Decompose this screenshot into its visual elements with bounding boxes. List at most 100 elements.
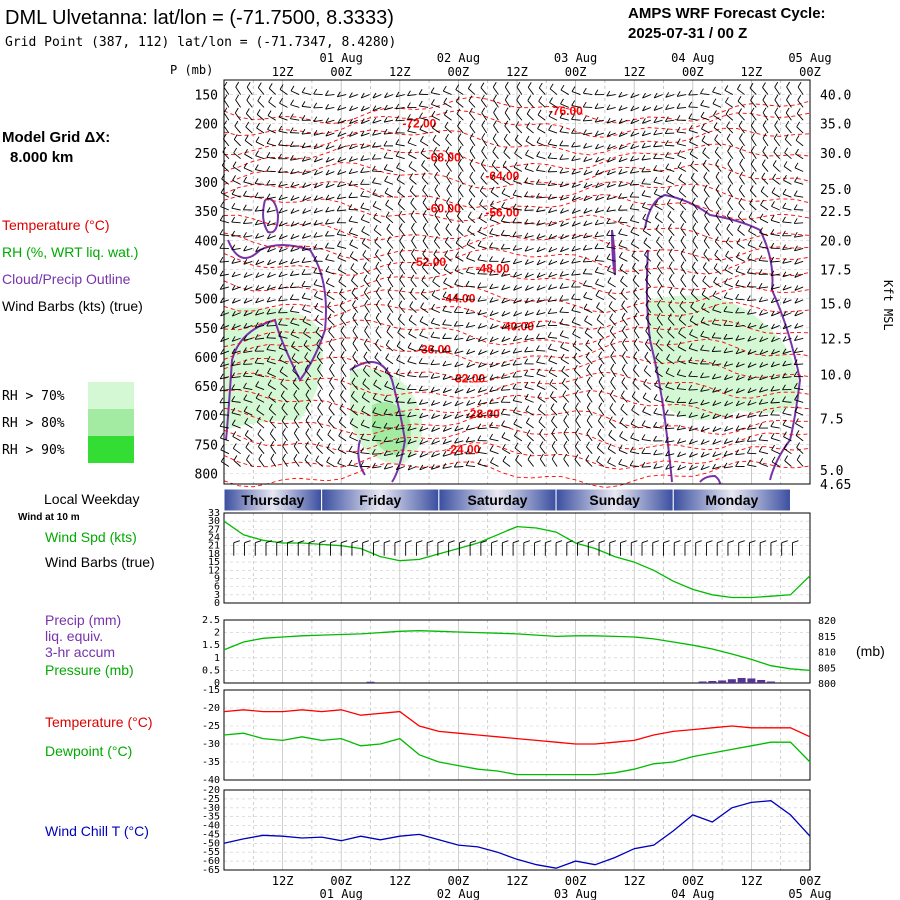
wind-barb-feather — [582, 115, 587, 122]
wind-barb — [726, 126, 734, 134]
wind-barb-feather — [375, 261, 380, 268]
wind-barb-feather — [490, 186, 495, 193]
wind-barb — [348, 208, 358, 211]
wind-barb — [536, 373, 546, 378]
wind-barb — [691, 266, 699, 275]
wind-barb — [750, 112, 757, 121]
wind-barb — [747, 350, 757, 355]
wind-barb-feather — [606, 169, 611, 176]
wind-barb-feather — [620, 288, 625, 294]
wind-barb — [360, 424, 370, 429]
wind-barb — [633, 330, 640, 339]
wind-barb-feather — [257, 82, 262, 88]
wind-barb-feather — [278, 139, 282, 146]
wind-barb — [290, 260, 300, 265]
wind-barb — [329, 381, 335, 390]
wind-barb-feather — [679, 210, 684, 217]
wind-barb — [325, 196, 335, 201]
wind-barb-feather — [220, 297, 224, 304]
wind-barb-feather — [574, 389, 579, 396]
temperature-contour — [223, 248, 811, 276]
wind-barb — [666, 358, 675, 365]
wind-barb — [632, 267, 640, 275]
wind-barb-feather — [446, 171, 451, 178]
wind-barb-feather — [736, 238, 741, 244]
wind-barb — [688, 347, 698, 352]
wind-barb — [751, 138, 757, 147]
wind-barb-feather — [758, 411, 763, 417]
wind-barb — [256, 409, 265, 416]
wind-barb-feather — [395, 150, 400, 157]
wind-barb-feather — [371, 154, 376, 160]
wind-barb-feather — [432, 134, 437, 141]
wind-barb-feather — [385, 199, 389, 206]
wind-barb — [282, 445, 288, 454]
wind-barb-feather — [582, 129, 587, 135]
wind-barb-feather — [524, 346, 529, 353]
wind-barb-feather — [290, 221, 295, 227]
wind-barb — [735, 337, 745, 341]
surface-wind-barb-feather — [416, 540, 423, 544]
cross-section-frame — [223, 79, 811, 485]
wind-barb-feather — [360, 179, 364, 185]
wind-barb — [678, 178, 687, 185]
wind-barb-feather — [536, 259, 541, 266]
wind-barb — [782, 337, 792, 342]
wind-barb-feather — [680, 223, 685, 229]
temperature-contour — [223, 424, 811, 453]
wind-barb — [548, 222, 558, 227]
y-tick-label: -40 — [202, 821, 220, 832]
wind-barb — [443, 268, 452, 275]
wind-barb-feather — [606, 241, 611, 248]
wind-barb — [313, 235, 323, 238]
wind-barb-feather — [704, 210, 708, 216]
wind-barb — [434, 215, 441, 224]
wind-barb — [373, 229, 382, 237]
surface-wind-barb-feather — [298, 540, 305, 544]
wind-barb — [680, 266, 687, 275]
wind-barb — [267, 360, 276, 365]
wind-barb — [302, 92, 312, 96]
wind-barb — [676, 106, 687, 109]
wind-barb — [480, 164, 488, 172]
wind-barb — [492, 86, 499, 95]
wind-barb-feather — [712, 463, 716, 470]
wind-barb-feather — [516, 94, 521, 101]
wind-barb-feather — [737, 95, 742, 102]
wind-barb-feather — [290, 329, 295, 335]
wind-barb-feather — [419, 412, 423, 419]
wind-barb — [443, 282, 452, 288]
wind-barb — [454, 376, 464, 381]
wind-barb — [774, 125, 781, 134]
wind-barb-feather — [746, 436, 751, 442]
wind-barb — [512, 400, 522, 403]
wind-barb — [692, 227, 699, 236]
wind-barb — [396, 345, 405, 352]
wind-barb-feather — [715, 171, 720, 178]
wind-barb-feather — [795, 430, 800, 436]
wind-barb-feather — [420, 288, 425, 295]
wind-barb-feather — [515, 454, 519, 461]
wind-barb — [278, 222, 288, 227]
wind-barb-feather — [664, 395, 669, 402]
wind-barb — [762, 87, 769, 95]
wind-barb — [469, 138, 476, 147]
pressure-tick-label: 815 — [818, 632, 836, 643]
wind-barb-feather — [762, 133, 767, 139]
wind-barb-feather — [786, 81, 790, 88]
height-tick-label: 17.5 — [820, 263, 851, 278]
wind-barb-feather — [255, 136, 260, 143]
bottom-time-tick-label: 00Z — [565, 874, 587, 888]
wind-barb — [596, 319, 605, 326]
wind-barb-feather — [278, 246, 283, 253]
wind-barb — [771, 312, 780, 317]
wind-barb-feather — [254, 164, 259, 170]
wind-barb-feather — [782, 244, 786, 250]
wind-barb-feather — [691, 274, 696, 281]
wind-barb — [315, 331, 323, 339]
wind-barb — [454, 363, 464, 368]
wind-barb — [304, 357, 312, 365]
wind-barb-feather — [621, 325, 626, 332]
wind-barb — [688, 129, 698, 134]
wind-barb-feather — [747, 412, 751, 418]
